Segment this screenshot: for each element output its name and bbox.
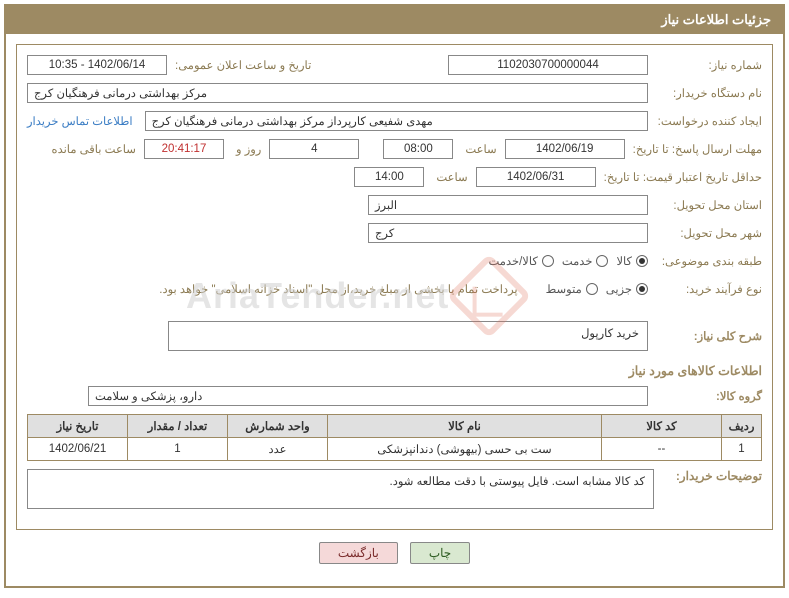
province-value: البرز [368,195,648,215]
radio-circle-icon [596,255,608,267]
goods-group-value: دارو، پزشکی و سلامت [88,386,648,406]
button-row: چاپ بازگشت [16,530,773,576]
row-goods-group: گروه کالا: دارو، پزشکی و سلامت [27,384,762,408]
row-city: شهر محل تحویل: کرج [27,221,762,245]
city-label: شهر محل تحویل: [652,226,762,240]
price-validity-label: حداقل تاریخ اعتبار قیمت: تا تاریخ: [600,170,762,184]
province-label: استان محل تحویل: [652,198,762,212]
days-count-value: 4 [269,139,359,159]
th-code: کد کالا [602,415,722,438]
buyer-org-label: نام دستگاه خریدار: [652,86,762,100]
td-name: ست بی حسی (بیهوشی) دندانپزشکی [328,438,602,461]
days-suffix: روز و [232,142,261,156]
td-qty: 1 [128,438,228,461]
response-time-value: 08:00 [383,139,453,159]
time-label-2: ساعت [432,170,467,184]
row-category: طبقه بندی موضوعی: کالا خدمت کالا/خدمت [27,249,762,273]
row-purchase-type: نوع فرآیند خرید: جزیی متوسط پرداخت تمام … [27,277,762,301]
radio-small-label: جزیی [606,282,632,296]
th-date: تاریخ نیاز [28,415,128,438]
print-button[interactable]: چاپ [410,542,470,564]
contact-link[interactable]: اطلاعات تماس خریدار [27,114,133,128]
th-qty: تعداد / مقدار [128,415,228,438]
main-frame: جزئیات اطلاعات نیاز AriaTender.net شماره… [4,4,785,588]
countdown-value: 20:41:17 [144,139,224,159]
city-value: کرج [368,223,648,243]
category-label: طبقه بندی موضوعی: [652,254,762,268]
radio-medium-label: متوسط [546,282,582,296]
td-date: 1402/06/21 [28,438,128,461]
radio-service[interactable]: خدمت [562,254,609,268]
need-number-value: 1102030700000044 [448,55,648,75]
radio-circle-icon [586,283,598,295]
radio-small[interactable]: جزیی [606,282,648,296]
page-title: جزئیات اطلاعات نیاز [661,12,771,27]
td-code: -- [602,438,722,461]
radio-circle-icon [636,283,648,295]
goods-group-label: گروه کالا: [652,389,762,403]
radio-circle-icon [636,255,648,267]
row-response-deadline: مهلت ارسال پاسخ: تا تاریخ: 1402/06/19 سا… [27,137,762,161]
radio-both[interactable]: کالا/خدمت [489,254,554,268]
row-price-validity: حداقل تاریخ اعتبار قیمت: تا تاریخ: 1402/… [27,165,762,189]
row-buyer-org: نام دستگاه خریدار: مرکز بهداشتی درمانی ف… [27,81,762,105]
buyer-comment-box: کد کالا مشابه است. فایل پیوستی با دقت مط… [27,469,654,509]
purchase-type-radio-group: جزیی متوسط [546,282,648,296]
price-date-value: 1402/06/31 [476,167,596,187]
radio-both-label: کالا/خدمت [489,254,538,268]
content-area: شماره نیاز: 1102030700000044 تاریخ و ساع… [6,34,783,586]
remaining-label: ساعت باقی مانده [48,142,136,156]
category-radio-group: کالا خدمت کالا/خدمت [489,254,649,268]
td-unit: عدد [228,438,328,461]
table-row: 1 -- ست بی حسی (بیهوشی) دندانپزشکی عدد 1… [28,438,762,461]
goods-table: ردیف کد کالا نام کالا واحد شمارش تعداد /… [27,414,762,461]
response-date-value: 1402/06/19 [505,139,625,159]
response-deadline-label: مهلت ارسال پاسخ: تا تاریخ: [629,142,762,156]
summary-label: شرح کلی نیاز: [652,329,762,343]
time-label-1: ساعت [461,142,496,156]
creator-value: مهدی شفیعی کارپرداز مرکز بهداشتی درمانی … [145,111,648,131]
need-number-label: شماره نیاز: [652,58,762,72]
back-button[interactable]: بازگشت [319,542,398,564]
row-buyer-comment: توضیحات خریدار: کد کالا مشابه است. فایل … [27,469,762,509]
announce-datetime-value: 1402/06/14 - 10:35 [27,55,167,75]
buyer-org-value: مرکز بهداشتی درمانی فرهنگیان کرج [27,83,648,103]
row-summary: شرح کلی نیاز: خرید کارپول [27,321,762,351]
creator-label: ایجاد کننده درخواست: [652,114,762,128]
row-creator: ایجاد کننده درخواست: مهدی شفیعی کارپرداز… [27,109,762,133]
radio-service-label: خدمت [562,254,593,268]
th-unit: واحد شمارش [228,415,328,438]
radio-goods-label: کالا [616,254,632,268]
page-title-bar: جزئیات اطلاعات نیاز [6,6,783,34]
goods-table-wrap: ردیف کد کالا نام کالا واحد شمارش تعداد /… [27,414,762,461]
announce-datetime-label: تاریخ و ساعت اعلان عمومی: [171,58,311,72]
th-row: ردیف [722,415,762,438]
form-section: شماره نیاز: 1102030700000044 تاریخ و ساع… [16,44,773,530]
buyer-comment-label: توضیحات خریدار: [662,469,762,509]
purchase-type-label: نوع فرآیند خرید: [652,282,762,296]
goods-info-title: اطلاعات کالاهای مورد نیاز [27,363,762,378]
radio-medium[interactable]: متوسط [546,282,598,296]
table-header-row: ردیف کد کالا نام کالا واحد شمارش تعداد /… [28,415,762,438]
summary-box: خرید کارپول [168,321,648,351]
td-row: 1 [722,438,762,461]
th-name: نام کالا [328,415,602,438]
radio-goods[interactable]: کالا [616,254,648,268]
price-time-value: 14:00 [354,167,424,187]
radio-circle-icon [542,255,554,267]
summary-value: خرید کارپول [581,328,639,340]
payment-note: پرداخت تمام یا بخشی از مبلغ خرید،از محل … [159,282,517,296]
buyer-comment-text: کد کالا مشابه است. فایل پیوستی با دقت مط… [390,476,645,488]
row-province: استان محل تحویل: البرز [27,193,762,217]
row-need-number: شماره نیاز: 1102030700000044 تاریخ و ساع… [27,53,762,77]
